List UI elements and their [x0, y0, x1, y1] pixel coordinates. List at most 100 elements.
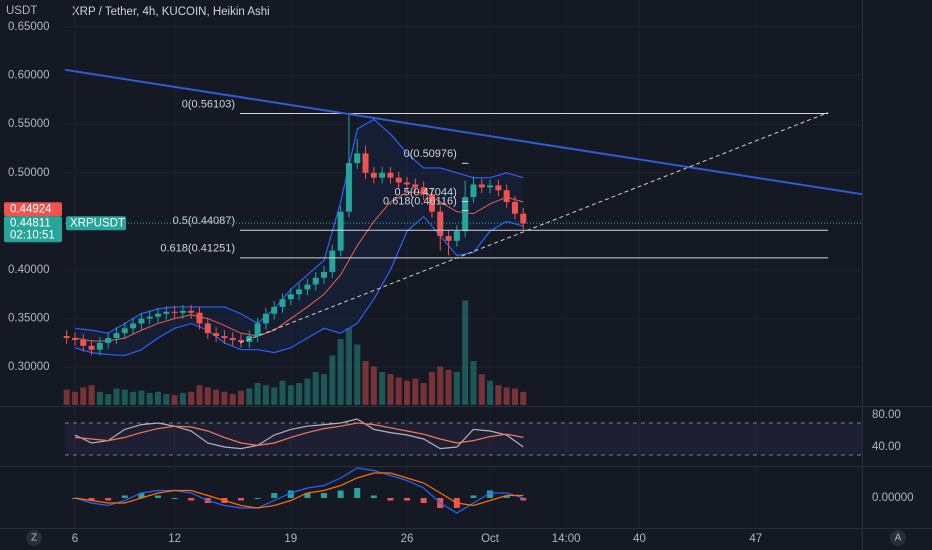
countdown: 02:10:51 — [10, 229, 55, 241]
volume-bar — [354, 344, 361, 405]
button[interactable] — [890, 530, 906, 546]
volume-bar — [379, 372, 386, 405]
button[interactable] — [26, 530, 42, 546]
candle-body — [379, 172, 386, 178]
candle-body — [453, 231, 460, 241]
volume-bar — [146, 392, 153, 405]
rsi-line — [74, 418, 524, 450]
volume-bar — [462, 300, 469, 405]
candle-body — [420, 187, 427, 195]
volume-bar — [262, 385, 269, 405]
volume-bar — [329, 355, 336, 405]
candle-body — [271, 306, 278, 314]
candle-body — [495, 185, 502, 191]
macd-line — [74, 472, 524, 509]
histogram-bar — [304, 493, 311, 498]
histogram-bar — [387, 498, 394, 501]
y-tick-label: 0.35000 — [8, 313, 50, 325]
candle-body — [71, 338, 78, 340]
volume-bar — [296, 383, 303, 405]
volume-bar — [188, 391, 195, 405]
candle-body — [412, 184, 419, 188]
volume-bar — [337, 339, 344, 405]
candle-body — [146, 316, 153, 319]
candle-body — [487, 185, 494, 188]
y-tick-label: 0.50000 — [8, 167, 50, 179]
volume-bar — [487, 380, 494, 405]
candle-body — [163, 311, 170, 314]
bollinger-fill — [74, 119, 524, 356]
histogram-bar — [154, 495, 161, 498]
fib-label: 0.618(0.41251) — [160, 243, 235, 255]
candle-body — [188, 310, 195, 313]
candle-body — [287, 294, 294, 300]
button-label[interactable]: A — [895, 533, 902, 544]
candle-body — [511, 201, 518, 214]
candle-body — [254, 323, 261, 337]
y-tick-label: 80.00 — [872, 409, 901, 421]
volume-bar — [520, 391, 527, 405]
candle-body — [370, 172, 377, 178]
last-price-box — [4, 216, 62, 243]
histogram-bar — [470, 495, 477, 498]
volume-bar — [238, 390, 245, 405]
candle-body — [312, 277, 319, 285]
histogram-bar — [337, 490, 344, 498]
volume-bar — [511, 388, 518, 405]
histogram-bar — [321, 493, 328, 498]
volume-bar — [279, 380, 286, 405]
volume-bar — [171, 395, 178, 405]
x-tick-label: 14:00 — [552, 533, 581, 545]
histogram-bar — [370, 495, 377, 498]
rsi-band — [65, 423, 862, 455]
x-tick-label: 6 — [72, 533, 78, 545]
histogram-bar — [487, 490, 494, 498]
histogram-bar — [254, 498, 261, 499]
candle-body — [362, 153, 369, 173]
y-tick-label: 0.55000 — [8, 118, 50, 130]
candle-body — [80, 339, 87, 346]
volume-bar — [154, 391, 161, 405]
volume-bar — [163, 394, 170, 405]
candle-body — [179, 310, 186, 313]
histogram-bar — [171, 498, 178, 499]
histogram-bar — [88, 498, 95, 501]
volume-bar — [88, 385, 95, 405]
volume-bar — [395, 377, 402, 405]
volume-bar — [196, 385, 203, 405]
candle-body — [387, 172, 394, 178]
x-tick-label: Oct — [481, 533, 500, 545]
candle-body — [345, 163, 352, 212]
y-tick-label: 40.00 — [872, 441, 901, 453]
candle-body — [105, 338, 112, 343]
last-price-label: 0.44811 — [10, 217, 51, 229]
volume-bar — [138, 390, 145, 405]
candle-body — [171, 311, 178, 313]
candle-body — [304, 284, 311, 290]
dashed-trendline — [239, 112, 829, 344]
y-tick-label: 0.30000 — [8, 361, 50, 373]
histogram-bar — [121, 495, 128, 498]
histogram-bar — [238, 498, 245, 501]
histogram-bar — [520, 498, 527, 501]
rsi-line — [74, 422, 524, 447]
y-tick-label: 0.40000 — [8, 264, 50, 276]
volume-bar — [495, 385, 502, 405]
volume-bar — [221, 391, 228, 405]
volume-bar — [121, 389, 128, 405]
symbol-box — [66, 216, 126, 231]
candle-body — [279, 299, 286, 307]
volume-bar — [271, 387, 278, 405]
button-label[interactable]: Z — [31, 533, 37, 544]
macd-line — [74, 467, 524, 514]
volume-bar — [470, 361, 477, 405]
volume-bar — [229, 394, 236, 405]
histogram-bar — [105, 498, 112, 501]
fib-label: 0(0.56103) — [182, 98, 235, 110]
x-tick-label: 26 — [401, 533, 414, 545]
candle-body — [404, 182, 411, 185]
volume-bar — [362, 361, 369, 405]
candle-body — [63, 336, 70, 339]
symbol-label: XRPUSDT — [70, 217, 125, 229]
